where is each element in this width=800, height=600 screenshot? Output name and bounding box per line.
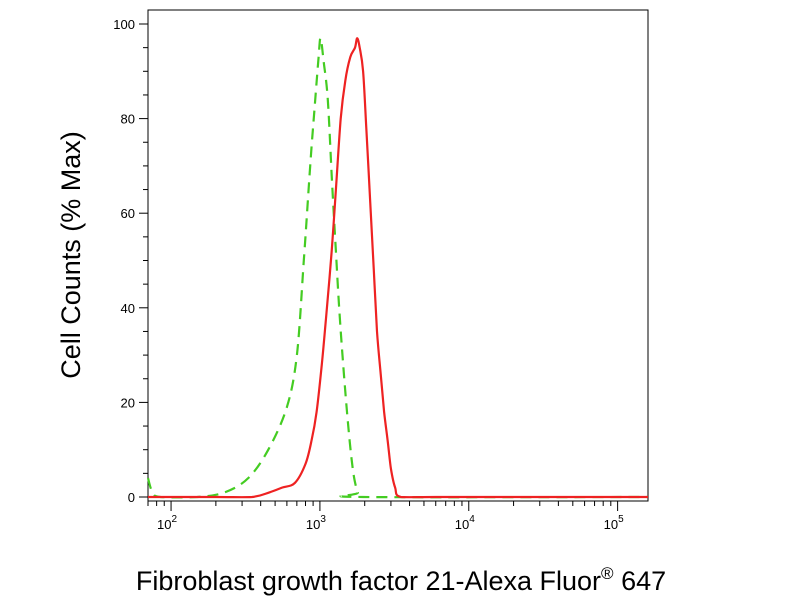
- x-tick-label: 103: [306, 514, 326, 532]
- series-line-solid: [148, 37, 649, 499]
- x-axis: 102 103 104 105: [147, 501, 624, 532]
- series-group: [146, 37, 649, 499]
- y-tick-label: 60: [121, 206, 135, 221]
- y-tick-label: 0: [128, 490, 135, 505]
- x-tick-label: 105: [604, 514, 624, 532]
- x-axis-title-superscript: ®: [601, 564, 614, 583]
- x-tick-label: 104: [455, 514, 475, 532]
- x-tick-label-exponent: 3: [320, 514, 326, 525]
- x-tick-label-base: 10: [604, 517, 618, 532]
- x-tick-label-exponent: 4: [469, 514, 475, 525]
- series-line-dashed: [146, 37, 649, 499]
- x-tick-label-base: 10: [306, 517, 320, 532]
- y-tick-label: 40: [121, 301, 135, 316]
- x-axis-title-suffix: 647: [614, 566, 667, 596]
- x-tick-label-exponent: 2: [172, 514, 178, 525]
- plot-frame: [147, 9, 649, 502]
- x-tick-label-exponent: 5: [618, 514, 624, 525]
- x-axis-title-main: Fibroblast growth factor 21-Alexa Fluor: [136, 566, 601, 596]
- x-axis-title: Fibroblast growth factor 21-Alexa Fluor®…: [136, 564, 666, 596]
- y-tick-label: 80: [121, 112, 135, 127]
- x-tick-label: 102: [157, 514, 177, 532]
- y-tick-label: 100: [113, 17, 135, 32]
- y-axis: 0 20 40 60 80 100: [113, 17, 148, 505]
- y-tick-label: 20: [121, 395, 135, 410]
- x-tick-label-base: 10: [455, 517, 469, 532]
- y-axis-title: Cell Counts (% Max): [56, 131, 86, 379]
- x-tick-label-base: 10: [157, 517, 171, 532]
